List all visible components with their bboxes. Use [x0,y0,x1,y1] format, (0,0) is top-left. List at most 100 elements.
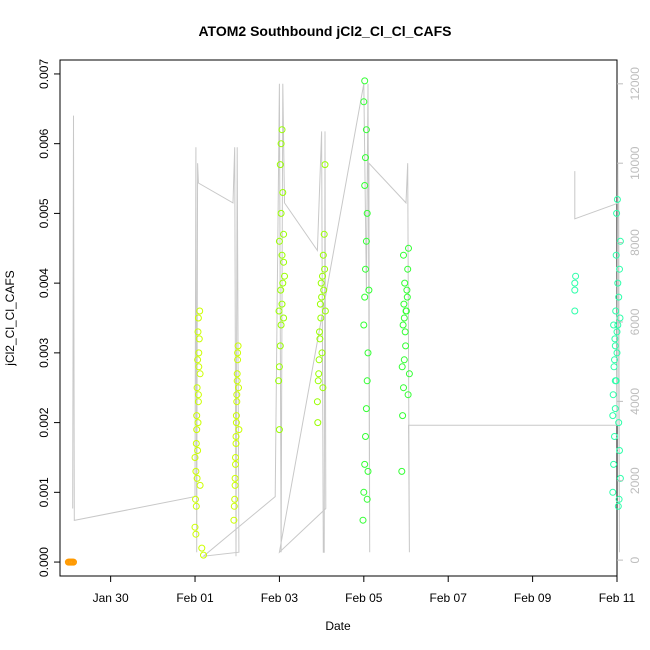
data-point [319,272,326,280]
data-point [571,286,579,294]
data-point [191,523,199,531]
data-point [320,230,328,238]
data-point [610,363,618,371]
data-point [402,342,410,350]
data-point [612,251,620,259]
y2-tick-label: 6000 [628,308,642,335]
data-point [400,356,408,364]
data-point [316,335,324,343]
data-point [611,356,618,364]
data-point [616,314,624,322]
data-point [194,419,202,427]
data-point [362,433,369,440]
data-point [616,474,624,482]
data-point [613,196,621,203]
data-point [319,251,327,259]
data-point [278,126,286,134]
x-tick-label: Feb 09 [514,591,552,605]
data-point [614,502,622,510]
data-point [281,272,288,280]
data-point [609,412,617,420]
y2-tick-label: 2000 [628,467,642,494]
y-axis-label: jCl2_Cl_Cl_CAFS [3,270,17,366]
data-point [233,377,241,385]
data-point [609,488,617,496]
data-point [193,412,201,420]
data-point [314,419,322,427]
data-point [361,182,369,189]
data-point [316,328,323,336]
data-point [401,279,409,287]
data-point [402,307,410,315]
data-point [612,307,620,315]
data-point [399,412,407,420]
data-point [613,328,621,336]
y-tick-label: 0.001 [37,477,51,507]
plot-frame [59,59,618,577]
altitude-track-layer [72,83,620,557]
x-tick-label: Feb 05 [345,591,383,605]
data-point [280,314,288,322]
data-point [400,384,407,392]
data-point [571,307,579,315]
data-point [194,328,202,336]
data-point [403,293,411,301]
data-point [231,474,239,482]
data-point [277,209,285,217]
data-point [361,460,369,468]
data-point [70,558,77,566]
y-tick-label: 0.007 [37,59,51,89]
y2-tick-label: 0 [628,556,642,563]
y-tick-label: 0.002 [37,407,51,437]
data-point [571,279,579,287]
data-point [320,286,328,294]
data-point [317,314,325,322]
data-point [233,391,241,399]
data-point [235,426,243,434]
data-point [362,154,369,162]
y2-tick-label: 10000 [628,146,642,180]
data-point [231,481,239,489]
data-point [279,279,287,287]
data-point [234,342,242,350]
data-point [400,251,407,259]
data-point [193,384,201,392]
data-point [196,481,204,489]
data-point [614,279,622,287]
data-point [611,377,619,385]
data-point [318,293,326,301]
data-point [572,272,580,280]
data-point [399,321,407,329]
data-point [232,433,240,440]
data-point [360,98,368,106]
data-point [280,230,288,238]
altitude-line [72,83,620,557]
data-point [315,370,323,378]
y-tick-label: 0.004 [37,268,51,298]
data-point [275,426,283,434]
data-point [405,370,413,378]
data-point [321,265,329,273]
y-tick-label: 0.005 [37,198,51,228]
data-point [192,530,200,538]
x-tick-label: Feb 01 [176,591,214,605]
data-point [363,209,371,217]
data-point [193,474,201,482]
data-point [231,495,239,503]
data-point [361,77,369,85]
data-point [276,161,284,169]
data-point [192,440,200,447]
data-point [194,391,202,399]
data-point [192,495,199,503]
data-point [609,391,617,399]
data-point [233,370,241,378]
data-point [610,460,618,468]
data-point [194,447,202,454]
data-point [275,307,283,315]
data-point [611,342,619,350]
data-point [616,265,623,273]
data-point [314,377,322,385]
x-tick-label: Feb 07 [430,591,468,605]
x-axis: Jan 30 Feb 01 Feb 03 Feb 05 Feb 07 Feb 09 Feb … [93,576,636,605]
